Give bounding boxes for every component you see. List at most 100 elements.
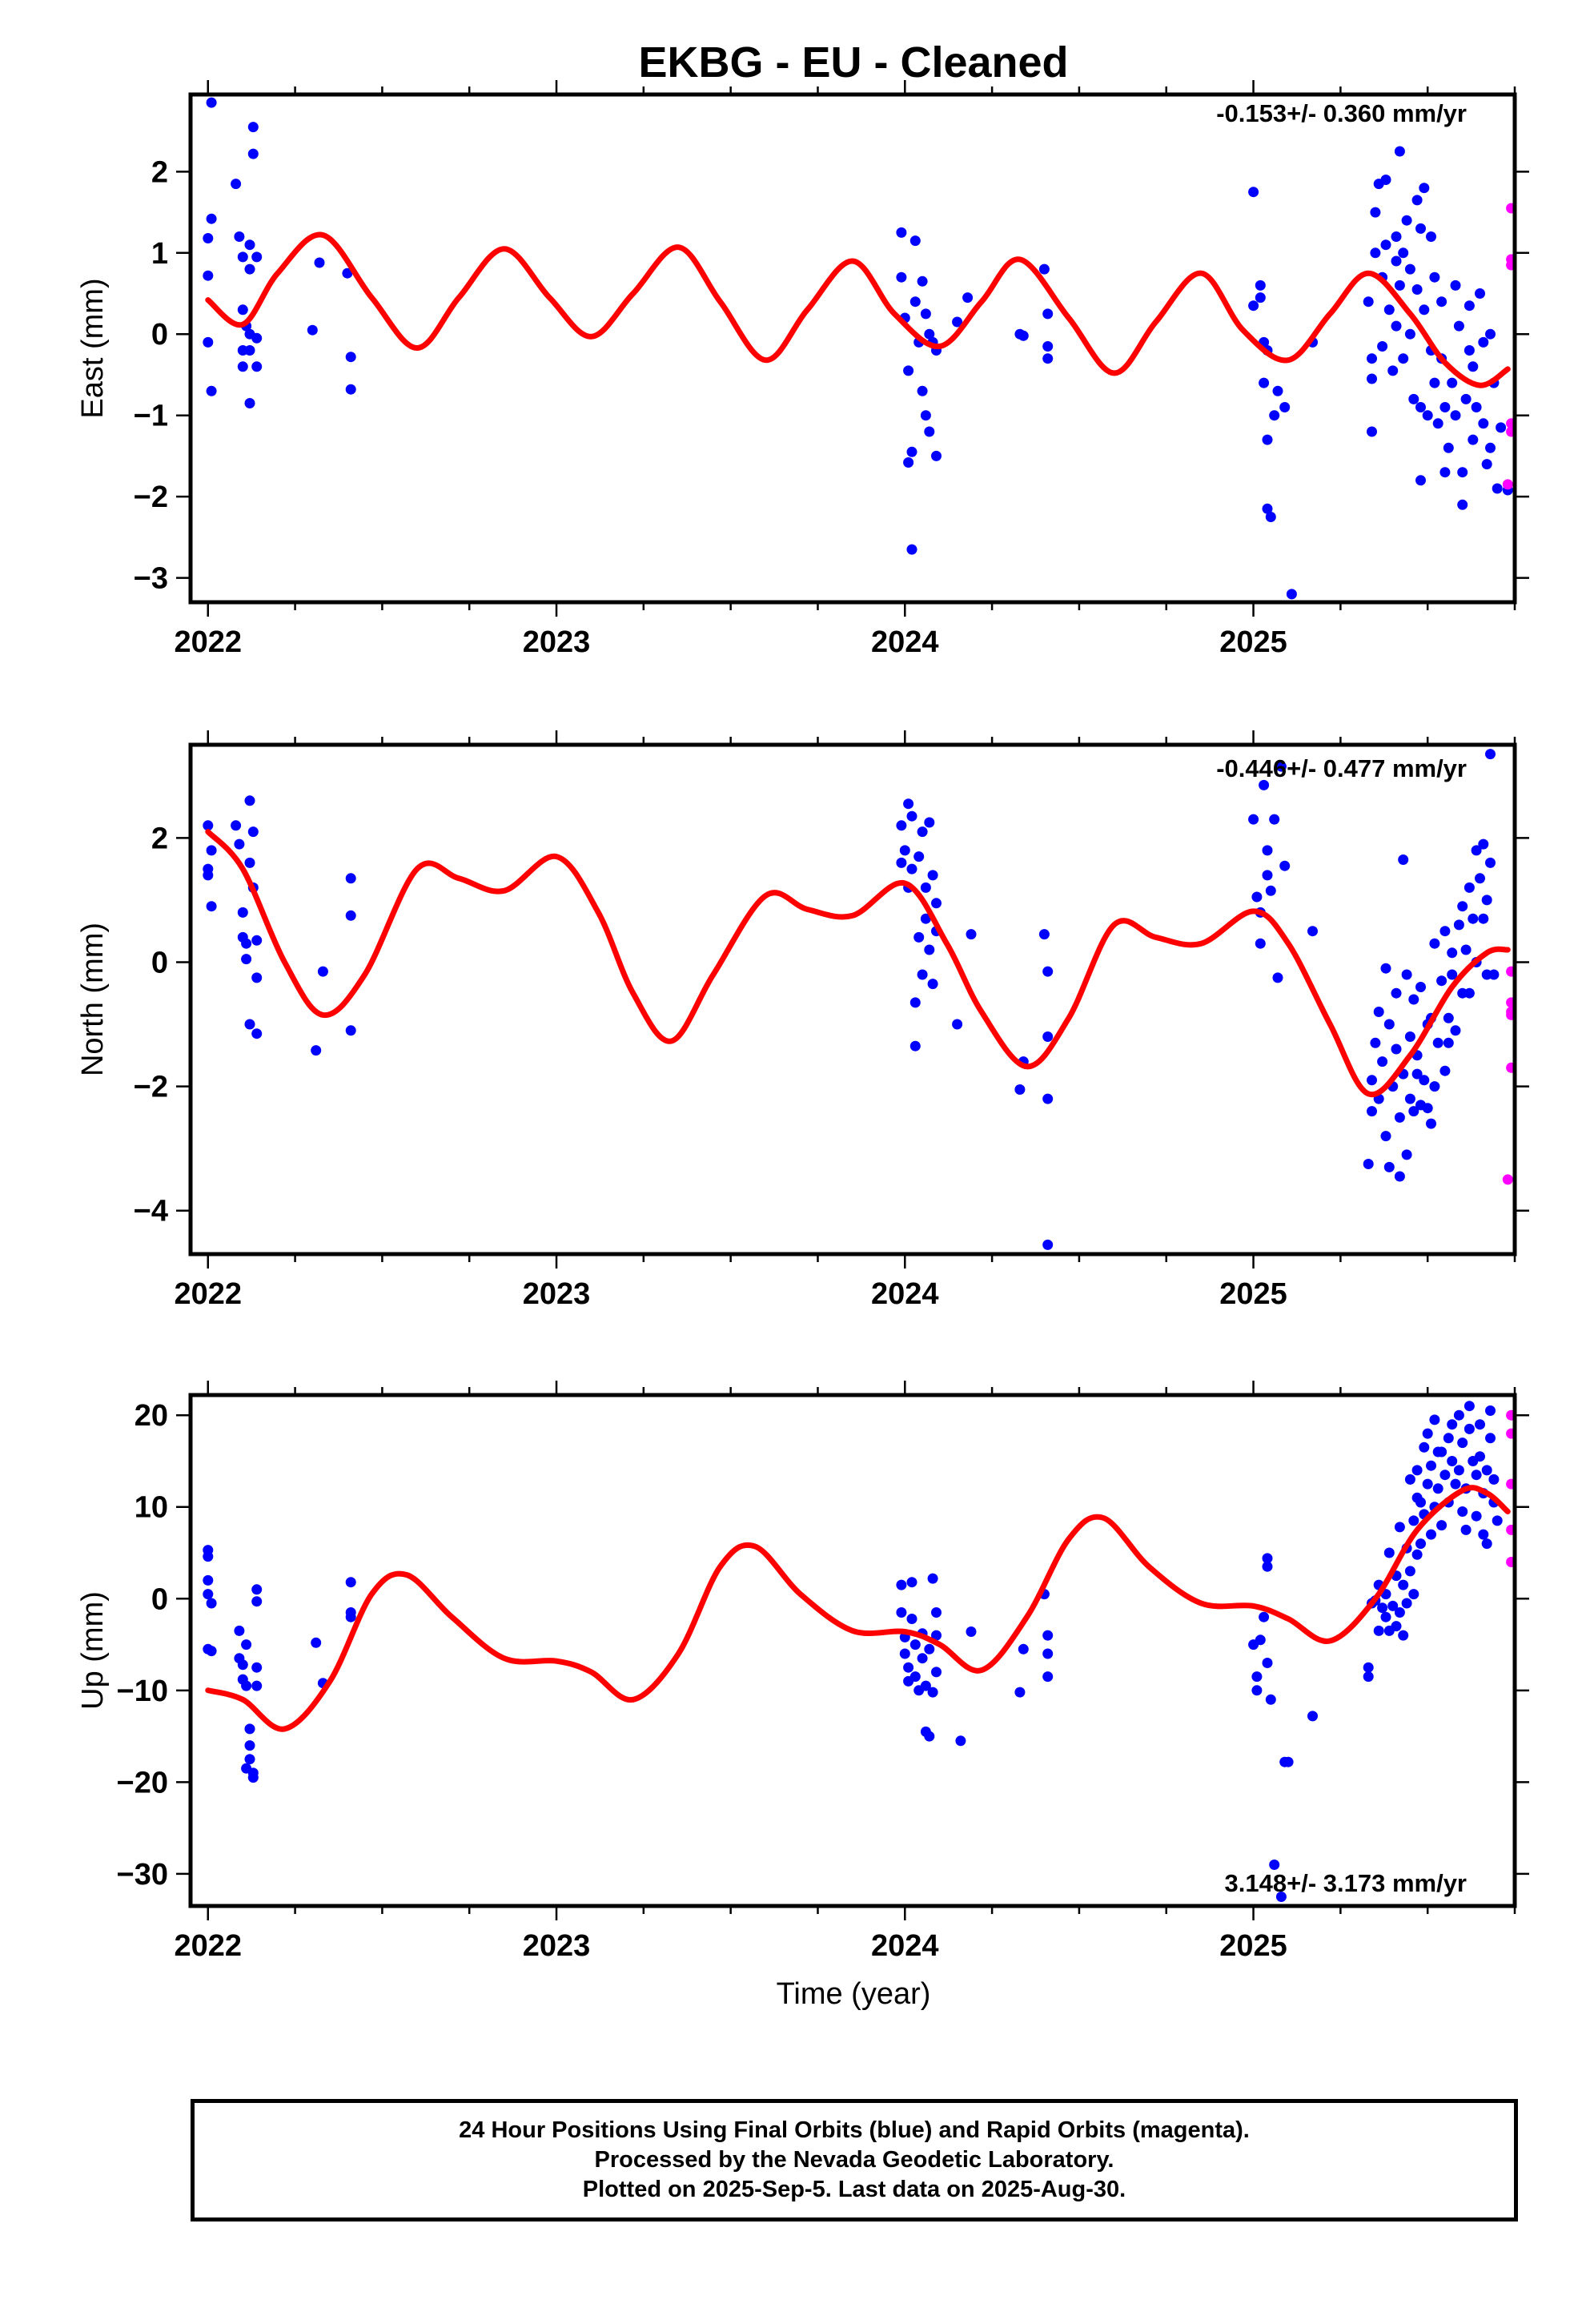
east-final-point — [314, 257, 325, 268]
up-final-point — [1363, 1662, 1374, 1673]
north-final-point — [1383, 1019, 1395, 1030]
north-final-point — [1042, 1031, 1054, 1042]
up-final-point — [206, 1646, 217, 1657]
up-rapid-point — [1506, 1428, 1515, 1439]
north-final-point — [1248, 814, 1259, 825]
north-final-point — [1391, 1043, 1402, 1055]
north-final-point — [1401, 1149, 1412, 1160]
east-final-point — [1018, 330, 1029, 341]
up-final-point — [1408, 1589, 1419, 1600]
up-final-point — [244, 1740, 255, 1751]
north-final-point — [1394, 1112, 1405, 1123]
east-final-point — [917, 385, 928, 396]
up-final-point — [1471, 1510, 1482, 1522]
north-final-point — [1429, 1081, 1440, 1092]
up-final-point — [1488, 1474, 1500, 1485]
east-final-point — [244, 239, 255, 251]
east-final-point — [1475, 288, 1485, 299]
up-rapid-point — [1506, 1409, 1515, 1421]
east-final-point — [1478, 418, 1489, 429]
east-final-point — [1485, 328, 1496, 340]
east-final-point — [1464, 300, 1475, 312]
up-rapid-point — [1506, 1478, 1515, 1490]
up-final-point — [1404, 1474, 1415, 1485]
east-final-point — [1492, 483, 1503, 494]
east-final-point — [1496, 422, 1507, 433]
north-final-point — [1265, 885, 1276, 896]
north-final-point — [924, 944, 935, 955]
east-final-point — [1383, 304, 1395, 316]
north-final-point — [1370, 1037, 1381, 1048]
east-final-point — [345, 352, 356, 363]
north-final-point — [317, 966, 328, 977]
up-final-point — [1391, 1621, 1402, 1632]
north-final-point — [1411, 1068, 1423, 1080]
up-final-point — [899, 1648, 910, 1659]
east-final-point — [1415, 223, 1426, 234]
east-final-point — [247, 122, 259, 133]
east-ytick-label: 1 — [151, 237, 168, 271]
north-final-point — [1014, 1084, 1026, 1095]
east-final-point — [206, 97, 217, 108]
east-final-point — [1419, 183, 1430, 194]
east-final-point — [203, 336, 214, 348]
east-ytick-label: 0 — [151, 318, 168, 352]
east-final-point — [1279, 402, 1291, 412]
east-final-point — [1367, 426, 1377, 437]
up-final-point — [251, 1596, 263, 1607]
up-final-point — [903, 1662, 914, 1673]
north-final-point — [1447, 947, 1458, 959]
east-final-point — [1380, 175, 1391, 185]
north-final-point — [913, 851, 925, 862]
up-final-point — [1275, 1892, 1287, 1902]
east-final-point — [1429, 271, 1440, 283]
east-final-point — [231, 179, 242, 190]
north-final-point — [1478, 913, 1489, 924]
east-final-point — [1426, 231, 1436, 242]
east-final-point — [342, 267, 353, 279]
north-panel: 2022 2023 2024 2025 2 0 −2 −4 North (mm) -0.446+/… — [76, 730, 1529, 1311]
up-final-point — [1283, 1756, 1294, 1767]
up-final-point — [1419, 1441, 1430, 1453]
up-final-point — [1398, 1630, 1409, 1641]
north-final-point — [1485, 857, 1496, 868]
up-rapid-point — [1506, 1524, 1515, 1535]
north-final-point — [906, 810, 917, 822]
up-final-point — [203, 1574, 214, 1586]
north-xtick-label: 2024 — [871, 1277, 939, 1311]
up-xtick-label: 2023 — [523, 1929, 591, 1963]
north-final-point — [1042, 1093, 1054, 1104]
east-final-point — [1380, 239, 1391, 251]
up-final-point — [1422, 1428, 1433, 1439]
east-rapid-point — [1506, 418, 1515, 429]
up-final-point — [1387, 1600, 1399, 1611]
east-final-point — [920, 410, 931, 421]
north-xtick-label: 2022 — [174, 1277, 242, 1311]
up-final-point — [955, 1735, 966, 1747]
north-final-point — [906, 863, 917, 875]
north-final-point — [927, 979, 938, 990]
east-final-point — [251, 332, 263, 344]
north-final-point — [952, 1019, 963, 1030]
up-final-point — [1426, 1460, 1436, 1471]
north-final-point — [1042, 966, 1054, 977]
east-final-point — [1450, 279, 1461, 291]
up-final-point — [1363, 1671, 1374, 1683]
north-rate-label: -0.446+/- 0.477 mm/yr — [1216, 754, 1467, 782]
north-final-point — [206, 901, 217, 912]
east-final-point — [1377, 341, 1388, 352]
east-final-point — [1422, 410, 1433, 421]
up-final-point — [1478, 1529, 1489, 1540]
up-final-point — [1426, 1529, 1436, 1540]
x-axis-label: Time (year) — [777, 1977, 931, 2011]
north-ytick-label: 0 — [151, 946, 168, 979]
north-final-point — [1475, 873, 1485, 884]
north-ytick-label: 2 — [151, 822, 168, 855]
east-final-point — [1269, 410, 1280, 421]
north-final-point — [1251, 891, 1263, 903]
north-final-point — [920, 913, 931, 924]
north-final-point — [311, 1045, 322, 1056]
east-final-point — [1401, 215, 1412, 226]
east-final-point — [1464, 345, 1475, 356]
